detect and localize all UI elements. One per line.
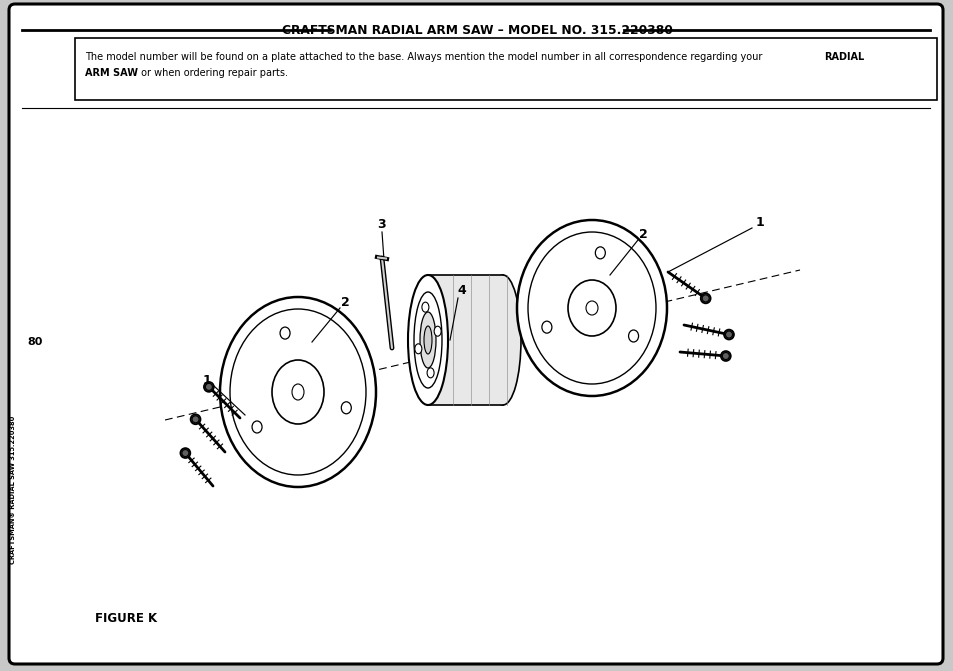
Ellipse shape [280, 327, 290, 339]
Ellipse shape [292, 384, 304, 400]
Text: 1: 1 [202, 374, 212, 386]
Ellipse shape [517, 220, 666, 396]
FancyBboxPatch shape [9, 4, 942, 664]
Ellipse shape [205, 383, 213, 391]
Text: 3: 3 [377, 217, 386, 231]
Ellipse shape [567, 280, 616, 336]
Text: 2: 2 [638, 227, 647, 240]
Text: or when ordering repair parts.: or when ordering repair parts. [138, 68, 288, 78]
Ellipse shape [272, 360, 324, 424]
Ellipse shape [541, 321, 552, 333]
Text: FIGURE K: FIGURE K [95, 611, 157, 625]
Ellipse shape [724, 331, 732, 338]
Ellipse shape [628, 330, 638, 342]
Ellipse shape [434, 326, 440, 336]
Text: 2: 2 [340, 295, 349, 309]
Polygon shape [428, 275, 502, 405]
Text: The model number will be found on a plate attached to the base. Always mention t: The model number will be found on a plat… [85, 52, 764, 62]
Ellipse shape [723, 329, 733, 340]
Ellipse shape [204, 382, 213, 392]
Ellipse shape [182, 450, 189, 456]
Text: RADIAL: RADIAL [823, 52, 863, 62]
Ellipse shape [423, 326, 432, 354]
Ellipse shape [419, 312, 436, 368]
Text: CRAFTSMAN RADIAL ARM SAW – MODEL NO. 315.220380: CRAFTSMAN RADIAL ARM SAW – MODEL NO. 315… [281, 23, 672, 36]
Ellipse shape [180, 448, 191, 458]
Text: ARM SAW: ARM SAW [85, 68, 138, 78]
Text: CRAFTSMAN® RADIAL SAW 315.220380: CRAFTSMAN® RADIAL SAW 315.220380 [10, 416, 16, 564]
Ellipse shape [484, 275, 520, 405]
Ellipse shape [700, 293, 710, 303]
Ellipse shape [192, 416, 199, 423]
Ellipse shape [191, 414, 200, 424]
Ellipse shape [701, 295, 708, 302]
Text: 80: 80 [28, 337, 43, 347]
Ellipse shape [721, 352, 728, 360]
Ellipse shape [415, 344, 421, 354]
Ellipse shape [595, 247, 605, 259]
Ellipse shape [427, 368, 434, 378]
Ellipse shape [421, 302, 429, 312]
Ellipse shape [220, 297, 375, 487]
Ellipse shape [408, 275, 448, 405]
Text: 1: 1 [755, 215, 763, 229]
Ellipse shape [720, 351, 730, 361]
FancyBboxPatch shape [75, 38, 936, 100]
Ellipse shape [252, 421, 262, 433]
Ellipse shape [585, 301, 598, 315]
Ellipse shape [341, 402, 351, 414]
Text: 4: 4 [457, 285, 466, 297]
